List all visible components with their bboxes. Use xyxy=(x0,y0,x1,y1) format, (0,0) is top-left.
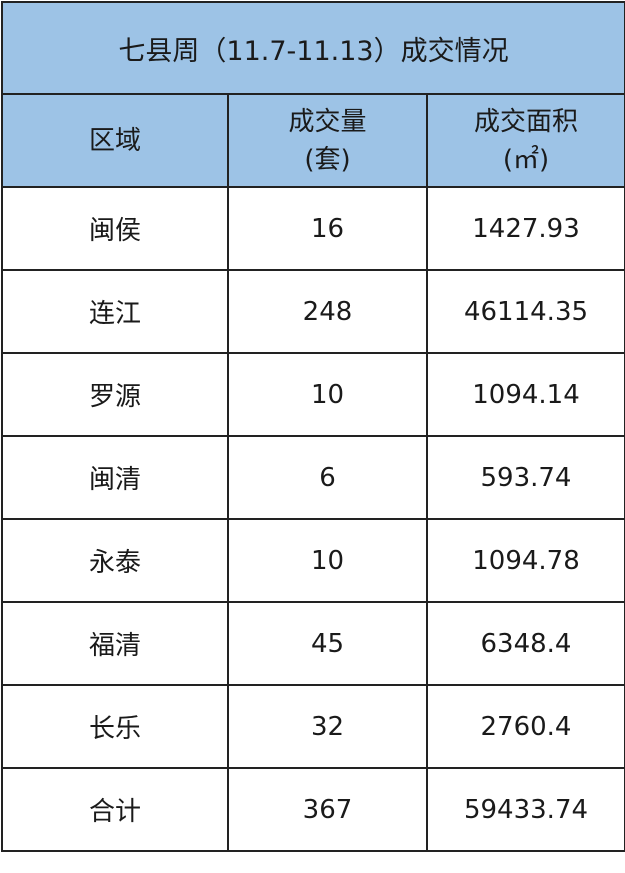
cell-volume: 32 xyxy=(227,684,428,769)
cell-area: 2760.4 xyxy=(426,684,625,769)
cell-region: 罗源 xyxy=(1,352,229,437)
cell-area: 59433.74 xyxy=(426,767,625,852)
table-row: 罗源 10 1094.14 xyxy=(1,352,625,437)
header-area-label: 成交面积 xyxy=(473,106,578,137)
cell-region: 闽侯 xyxy=(1,186,229,271)
cell-area: 6348.4 xyxy=(426,601,625,686)
table-row: 福清 45 6348.4 xyxy=(1,601,625,686)
table-row: 长乐 32 2760.4 xyxy=(1,684,625,769)
header-area: 成交面积 (㎡) xyxy=(426,93,625,188)
header-volume: 成交量 (套) xyxy=(227,93,428,188)
header-volume-label: 成交量 xyxy=(288,106,367,137)
title-row: 七县周（11.7-11.13）成交情况 xyxy=(1,1,625,95)
cell-region: 连江 xyxy=(1,269,229,354)
cell-area: 46114.35 xyxy=(426,269,625,354)
cell-volume: 6 xyxy=(227,435,428,520)
header-row: 区域 成交量 (套) 成交面积 (㎡) xyxy=(1,93,625,188)
header-region: 区域 xyxy=(1,93,229,188)
cell-region: 闽清 xyxy=(1,435,229,520)
cell-area: 1094.14 xyxy=(426,352,625,437)
table-row: 连江 248 46114.35 xyxy=(1,269,625,354)
cell-region: 永泰 xyxy=(1,518,229,603)
cell-volume: 248 xyxy=(227,269,428,354)
cell-volume: 16 xyxy=(227,186,428,271)
cell-area: 1094.78 xyxy=(426,518,625,603)
cell-volume: 45 xyxy=(227,601,428,686)
cell-volume: 10 xyxy=(227,518,428,603)
table-row: 闽侯 16 1427.93 xyxy=(1,186,625,271)
cell-region: 福清 xyxy=(1,601,229,686)
table-title: 七县周（11.7-11.13）成交情况 xyxy=(1,1,625,95)
table-row: 永泰 10 1094.78 xyxy=(1,518,625,603)
cell-region: 合计 xyxy=(1,767,229,852)
cell-volume: 10 xyxy=(227,352,428,437)
total-row: 合计 367 59433.74 xyxy=(1,767,625,852)
cell-area: 1427.93 xyxy=(426,186,625,271)
table-row: 闽清 6 593.74 xyxy=(1,435,625,520)
cell-region: 长乐 xyxy=(1,684,229,769)
header-volume-unit: (套) xyxy=(304,144,351,175)
cell-volume: 367 xyxy=(227,767,428,852)
header-area-unit: (㎡) xyxy=(502,144,550,175)
cell-area: 593.74 xyxy=(426,435,625,520)
transaction-table: 七县周（11.7-11.13）成交情况 区域 成交量 (套) 成交面积 (㎡) 闽侯… xyxy=(1,1,625,852)
